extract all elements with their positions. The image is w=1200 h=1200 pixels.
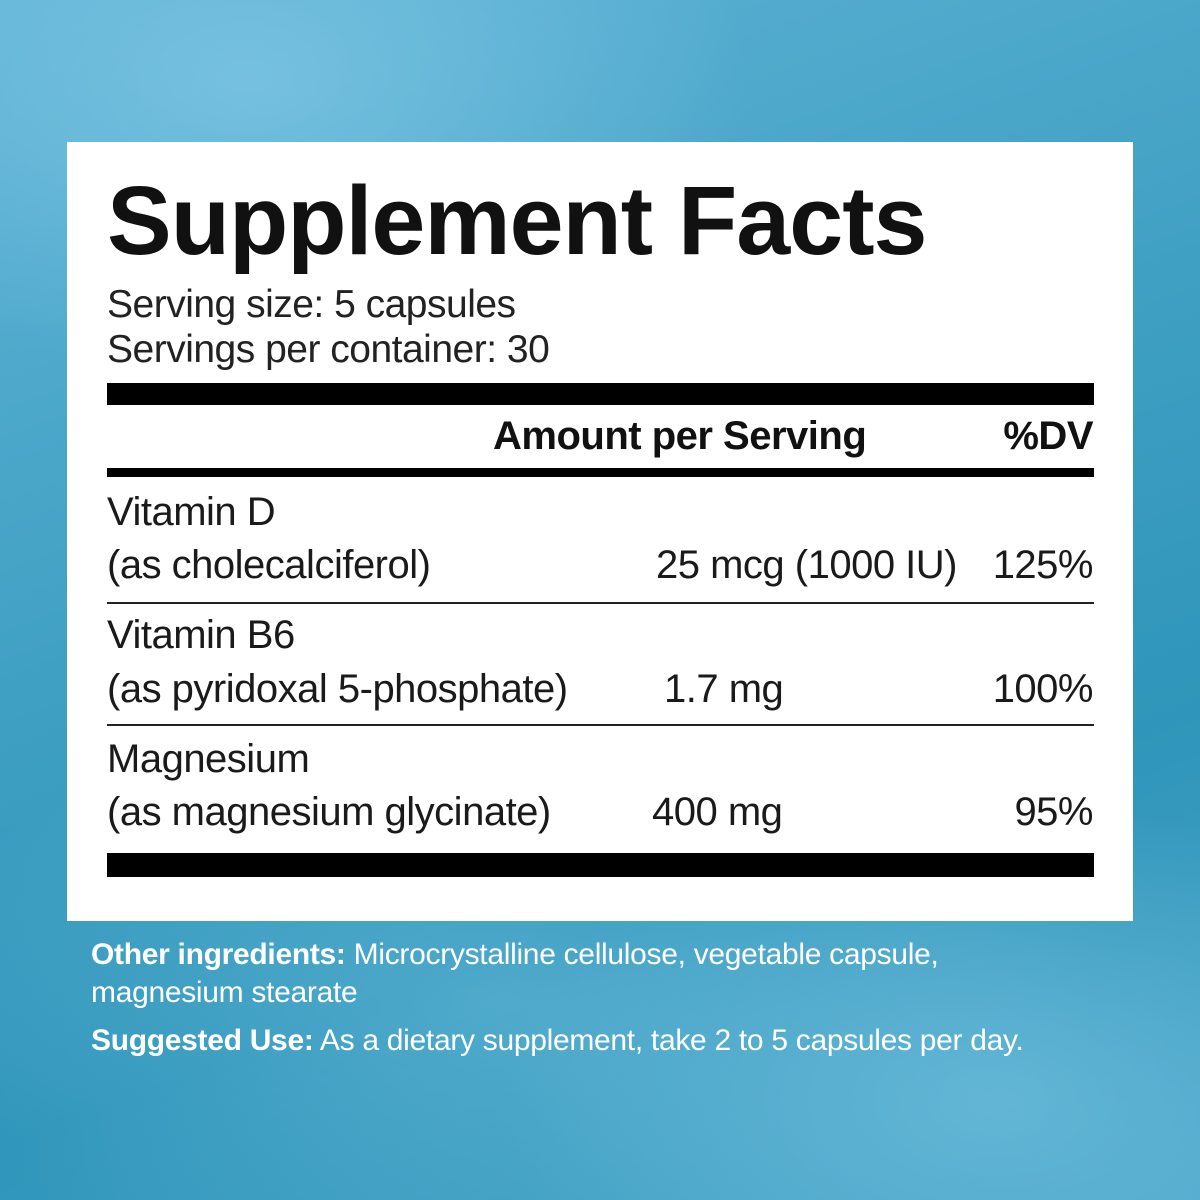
nutrient-dv: 95% bbox=[1014, 790, 1093, 834]
nutrient-name: Vitamin D bbox=[107, 490, 276, 534]
suggested-use: Suggested Use: As a dietary supplement, … bbox=[91, 1022, 1091, 1060]
amount-header: Amount per Serving bbox=[493, 414, 867, 458]
nutrient-amount: 400 mg bbox=[652, 790, 783, 834]
nutrient-name: Magnesium bbox=[107, 737, 310, 781]
nutrient-amount: 1.7 mg bbox=[664, 667, 784, 711]
nutrient-dv: 125% bbox=[992, 543, 1094, 587]
suggested-use-text: As a dietary supplement, take 2 to 5 cap… bbox=[319, 1024, 1024, 1057]
other-ingredients-label: Other ingredients: bbox=[91, 938, 346, 971]
nutrient-dv: 100% bbox=[992, 667, 1094, 711]
dv-header: %DV bbox=[1003, 414, 1093, 458]
row-divider bbox=[107, 602, 1094, 604]
thick-divider bbox=[107, 383, 1094, 405]
bottom-divider bbox=[107, 853, 1094, 877]
other-ingredients: Other ingredients: Microcrystalline cell… bbox=[91, 936, 1091, 1012]
header-divider bbox=[107, 468, 1094, 477]
nutrient-amount: 25 mcg (1000 IU) bbox=[655, 543, 958, 587]
nutrient-name: Vitamin B6 bbox=[107, 613, 295, 657]
nutrient-form: (as pyridoxal 5-phosphate) bbox=[107, 667, 568, 711]
suggested-use-label: Suggested Use: bbox=[91, 1024, 314, 1057]
serving-size: Serving size: 5 capsules bbox=[107, 283, 516, 326]
panel-title: Supplement Facts bbox=[107, 166, 927, 275]
servings-per-container: Servings per container: 30 bbox=[107, 328, 550, 371]
nutrient-form: (as magnesium glycinate) bbox=[107, 790, 551, 834]
nutrient-form: (as cholecalciferol) bbox=[107, 543, 431, 587]
other-ingredients-text: Microcrystalline cellulose, vegetable ca… bbox=[91, 938, 939, 1009]
row-divider bbox=[107, 724, 1094, 726]
supplement-facts-panel: Supplement Facts Serving size: 5 capsule… bbox=[67, 142, 1133, 921]
